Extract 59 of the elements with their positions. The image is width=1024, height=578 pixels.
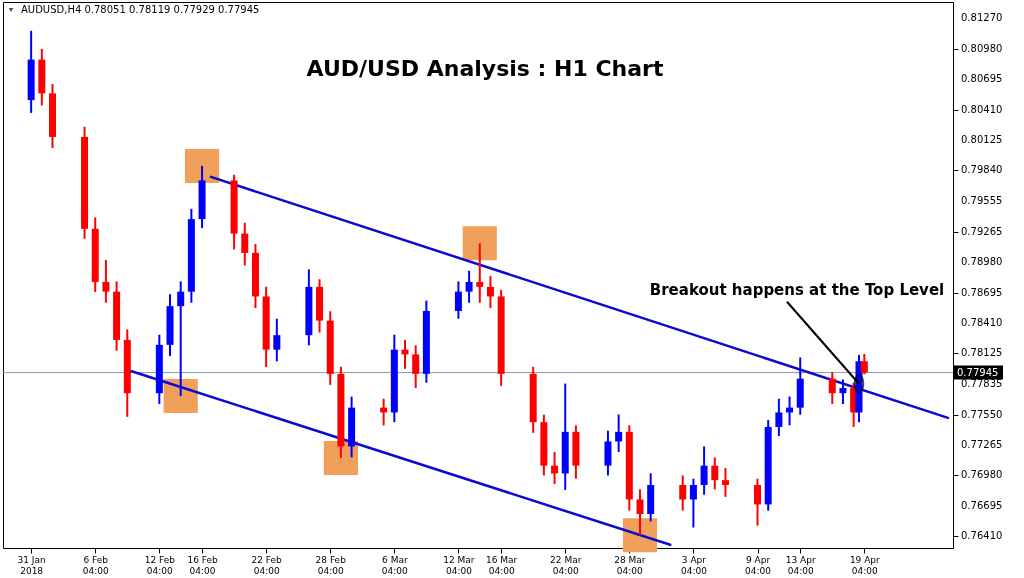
y-tick-label: 0.80980: [961, 42, 1003, 54]
candlestick: [102, 259, 110, 304]
candlestick: [454, 280, 462, 320]
x-tick-label: 28 Feb 04:00: [315, 554, 347, 576]
y-tick-label: 0.78980: [961, 256, 1003, 268]
candlestick: [679, 474, 687, 512]
y-tick-label: 0.76980: [961, 469, 1003, 481]
candlestick: [839, 378, 847, 406]
candlestick: [721, 467, 729, 498]
y-tick-label: 0.79555: [961, 194, 1003, 206]
candlestick: [615, 413, 623, 454]
y-tick-label: 0.77265: [961, 439, 1003, 451]
y-tick-label: 0.81270: [961, 12, 1003, 23]
y-tick-label: 0.80695: [961, 73, 1003, 85]
y-tick-label: 0.80125: [961, 134, 1003, 146]
candlestick: [711, 456, 719, 491]
candlestick: [177, 280, 185, 398]
ref-line-label: 0.77945: [957, 366, 999, 378]
y-tick-label: 0.79265: [961, 225, 1003, 237]
x-tick-label: 16 Mar 04:00: [486, 554, 518, 576]
candlestick: [775, 397, 783, 438]
y-tick-label: 0.77550: [961, 408, 1003, 420]
x-tick-label: 6 Feb 04:00: [82, 554, 109, 576]
x-tick-label: 28 Mar 04:00: [614, 554, 646, 576]
x-tick-label: 3 Apr 04:00: [680, 554, 708, 576]
candlestick: [412, 344, 420, 390]
x-tick-label: 31 Jan 2018: [17, 554, 46, 576]
x-tick-label: 19 Apr 04:00: [849, 554, 881, 576]
x-tick-label: 13 Apr 04:00: [785, 554, 816, 576]
candlestick: [636, 488, 644, 537]
candlestick: [241, 221, 249, 267]
y-tick-label: 0.78125: [961, 347, 1003, 359]
text: AUD/USD Analysis : H1 Chart: [306, 56, 664, 81]
candlestick: [465, 269, 473, 304]
y-tick-label: 0.76695: [961, 499, 1003, 511]
candlestick: [700, 445, 708, 496]
x-tick-label: 12 Mar 04:00: [443, 554, 475, 576]
candlestick: [273, 317, 281, 363]
y-tick-label: 0.79840: [961, 164, 1003, 176]
candlestick: [860, 353, 868, 376]
x-tick-label: 22 Mar 04:00: [550, 554, 582, 576]
y-tick-label: 0.78410: [961, 316, 1003, 328]
annotation: AUDUSD,H4 0.78051 0.78119 0.77929 0.77945: [21, 4, 260, 15]
y-tick-label: 0.80410: [961, 103, 1003, 115]
candlestick: [689, 477, 697, 529]
x-tick-label: 12 Feb 04:00: [144, 554, 176, 576]
x-tick-label: 16 Feb 04:00: [187, 554, 218, 576]
candlestick: [828, 371, 836, 406]
candlestick: [754, 477, 762, 527]
annotation: Breakout happens at the Top Level: [649, 280, 945, 299]
y-tick-label: 0.78695: [961, 286, 1003, 298]
y-tick-label: 0.76410: [961, 530, 1003, 542]
candlestick: [551, 451, 559, 486]
candlestick: [486, 275, 494, 310]
x-tick-label: 9 Apr 04:00: [745, 554, 772, 576]
x-tick-label: 22 Feb 04:00: [251, 554, 283, 576]
x-tick-label: 6 Mar 04:00: [381, 554, 409, 576]
candlestick: [476, 242, 484, 304]
y-tick-label: 0.77835: [961, 378, 1003, 390]
